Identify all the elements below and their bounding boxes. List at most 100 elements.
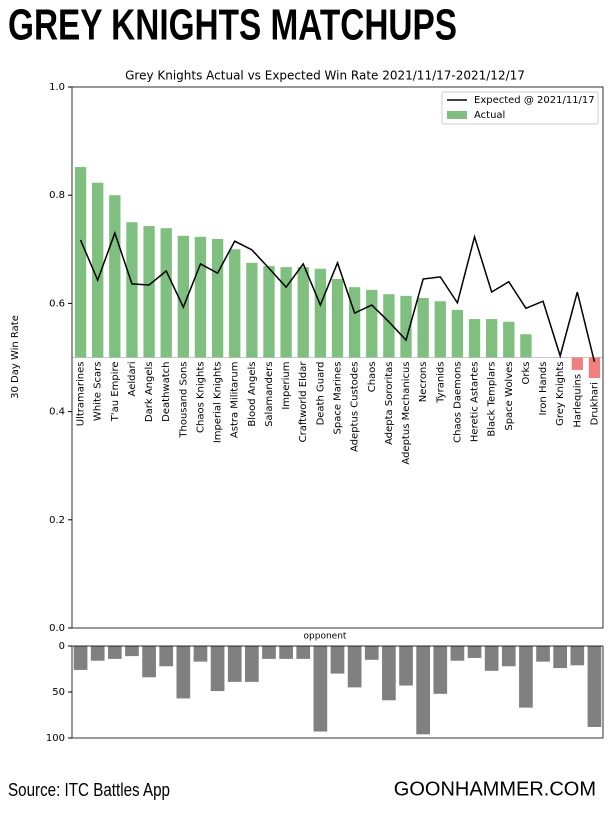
bar (416, 646, 430, 735)
plot-frame (71, 645, 604, 739)
bar (229, 249, 241, 358)
bar (90, 646, 105, 661)
legend-box (441, 91, 599, 125)
x-tick-label: Chaos (367, 362, 378, 393)
bar (92, 182, 104, 358)
bar (536, 646, 550, 662)
bar (382, 646, 396, 701)
bar (211, 239, 224, 358)
bar (348, 287, 361, 358)
bar (279, 646, 293, 659)
bar (126, 222, 138, 358)
x-tick-label: Chaos Knights (195, 362, 206, 433)
x-tick-label: Black Templars (487, 362, 498, 437)
bar (210, 646, 225, 692)
bar (109, 195, 121, 358)
x-tick-label: T'au Empire (110, 362, 121, 423)
x-tick-label: White Scars (93, 362, 104, 422)
bar (450, 646, 465, 661)
bar (520, 334, 532, 358)
bar (193, 646, 208, 662)
y-tick-label: 0.8 (49, 190, 65, 201)
bar (571, 357, 583, 370)
bar (74, 167, 87, 358)
x-tick-label: Orks (521, 362, 532, 385)
x-tick-label: Tyranids (435, 362, 446, 404)
bar (245, 646, 259, 682)
bar (366, 289, 378, 358)
x-tick-label: Imperial Knights (213, 362, 224, 444)
legend-label: Expected @ 2021/11/17 (474, 95, 595, 106)
bar (143, 226, 155, 358)
bar (262, 646, 276, 659)
bar (159, 646, 174, 667)
y-tick-label: 0.6 (49, 298, 65, 309)
x-tick-label: Space Marines (333, 362, 344, 435)
x-tick-label: Craftworld Eldar (298, 361, 309, 443)
bar (227, 646, 242, 682)
x-tick-label: Astra Militarum (230, 362, 241, 439)
bar (501, 646, 516, 667)
bar (433, 646, 448, 694)
x-tick-label: Death Guard (315, 362, 326, 426)
bar (486, 319, 498, 358)
x-tick-label: Blood Angels (247, 362, 258, 427)
y-axis-label: 30 Day Win Rate (10, 315, 21, 399)
bar (314, 268, 327, 358)
bar (503, 321, 515, 358)
y-tick-label: 100 (46, 733, 65, 744)
bar (553, 646, 568, 669)
x-tick-label: Space Wolves (504, 362, 515, 431)
x-tick-label: Adeptus Mechanicus (401, 362, 412, 465)
bar (400, 295, 412, 358)
bar (519, 646, 533, 708)
x-tick-label: Grey Knights (555, 362, 566, 426)
x-tick-label: Dark Angels (144, 362, 155, 423)
header-title: GREY KNIGHTS MATCHUPS (8, 1, 457, 50)
x-tick-label: Aeldari (127, 362, 138, 397)
bar (194, 236, 207, 358)
x-tick-label: Adeptus Custodes (350, 362, 361, 452)
y-tick-label: 0.4 (49, 407, 65, 418)
bar (451, 309, 464, 358)
x-tick-label: Adepta Sororitas (384, 362, 395, 445)
bar (570, 646, 585, 666)
bar (364, 646, 379, 660)
source: Source: ITC Battles App (8, 780, 170, 800)
legend-label: Actual (474, 110, 505, 121)
x-tick-label: Imperium (281, 362, 292, 410)
x-tick-label: Drukhari (589, 382, 600, 425)
x-tick-label: Harlequins (572, 374, 583, 428)
x-tick-label: Heretic Astartes (470, 362, 481, 443)
x-tick-label: Iron Hands (538, 362, 549, 416)
x-tick-label: Deathwatch (161, 362, 172, 422)
y-tick-label: 1.0 (49, 82, 65, 93)
x-axis-label: opponent (304, 632, 347, 642)
bar (434, 301, 446, 358)
bar (417, 297, 429, 358)
bar (588, 357, 601, 379)
bar (467, 646, 482, 658)
plot-frame (71, 86, 604, 629)
bar (73, 646, 88, 670)
bar (296, 646, 311, 659)
bar (176, 646, 191, 699)
y-tick-label: 0.2 (49, 515, 65, 526)
bar (587, 646, 602, 727)
bar (263, 266, 275, 358)
bar (107, 646, 122, 659)
bar (280, 267, 292, 358)
y-tick-label: 50 (52, 687, 65, 698)
legend-swatch (447, 111, 467, 119)
bar (142, 646, 156, 678)
y-tick-label: 0 (59, 641, 65, 652)
brand: GOONHAMMER.COM (394, 778, 596, 800)
bar (330, 646, 345, 674)
bar (313, 646, 328, 732)
bar (484, 646, 499, 671)
x-tick-label: Necrons (418, 362, 429, 403)
bar (383, 294, 395, 358)
x-tick-label: Ultramarines (76, 362, 87, 427)
bar (177, 235, 189, 358)
